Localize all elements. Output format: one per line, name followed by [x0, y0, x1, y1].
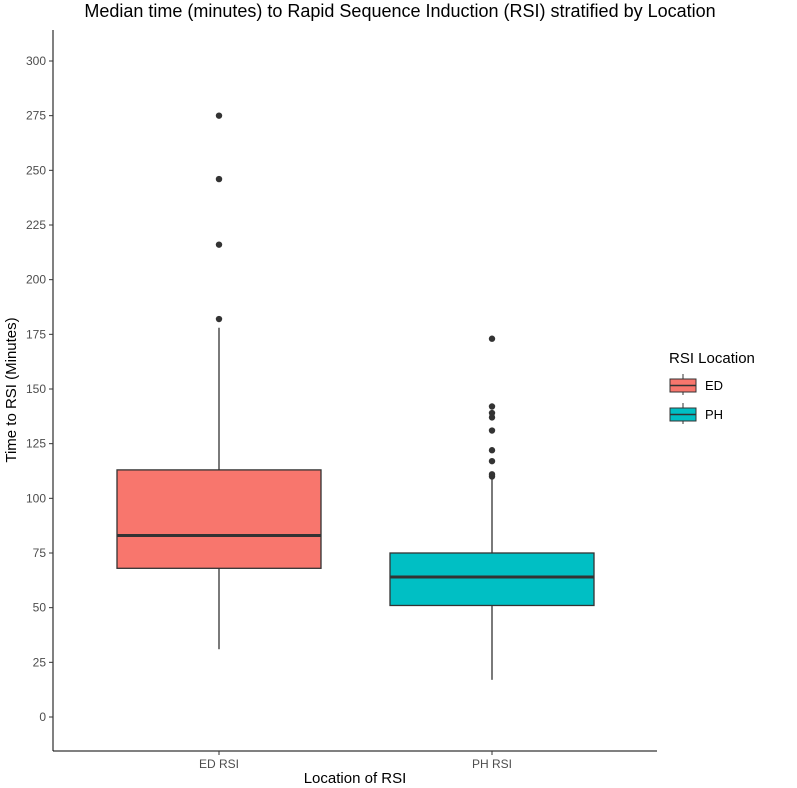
legend-label: PH [705, 407, 723, 422]
legend-item-ed: ED [669, 374, 723, 395]
box-body [389, 552, 595, 607]
y-tick-label: 125 [26, 437, 46, 451]
outlier-point [215, 175, 223, 183]
y-tick-label: 300 [26, 54, 46, 68]
outlier-point [488, 414, 496, 421]
y-tick-label: 175 [26, 327, 46, 341]
y-tick-label: 150 [26, 382, 46, 396]
y-tick-label: 50 [33, 601, 47, 615]
outlier-point [488, 403, 496, 410]
y-tick-label: 250 [26, 163, 46, 177]
y-axis-title: Time to RSI (Minutes) [3, 317, 20, 462]
y-tick-label: 25 [33, 655, 47, 669]
y-axis-ticks: 0 25 50 75 100 125 150 175 200 225 250 275 300 [26, 54, 53, 724]
box-ed [116, 112, 322, 650]
outlier-point [488, 409, 496, 417]
legend-entries: ED PH [669, 374, 723, 424]
outlier-point [488, 471, 496, 478]
outlier-point [215, 112, 223, 119]
x-axis-ticks: ED RSI PH RSI [199, 751, 512, 771]
legend: RSI Location ED PH [669, 350, 755, 424]
outlier-point [215, 315, 223, 323]
y-tick-label: 0 [39, 710, 46, 724]
y-tick-label: 275 [26, 109, 46, 123]
outlier-point [488, 335, 496, 342]
y-tick-label: 100 [26, 491, 46, 505]
outlier-point [488, 427, 496, 434]
box-body [116, 469, 322, 569]
plot-area: 0 25 50 75 100 125 150 175 200 225 250 275 300 ED RS… [26, 30, 657, 771]
y-tick-label: 225 [26, 218, 46, 232]
y-tick-label: 75 [33, 546, 47, 560]
x-tick-label: PH RSI [472, 757, 512, 771]
legend-title: RSI Location [669, 350, 755, 367]
x-tick-label: ED RSI [199, 757, 239, 771]
box-ph [389, 335, 595, 680]
boxplot-series [116, 112, 595, 680]
legend-label: ED [705, 378, 723, 393]
chart-title: Median time (minutes) to Rapid Sequence … [84, 1, 715, 21]
y-tick-label: 200 [26, 273, 46, 287]
outlier-point [488, 457, 496, 465]
legend-item-ph: PH [669, 403, 723, 424]
x-axis-title: Location of RSI [304, 770, 407, 787]
outlier-point [215, 241, 223, 248]
outlier-point [488, 447, 496, 454]
